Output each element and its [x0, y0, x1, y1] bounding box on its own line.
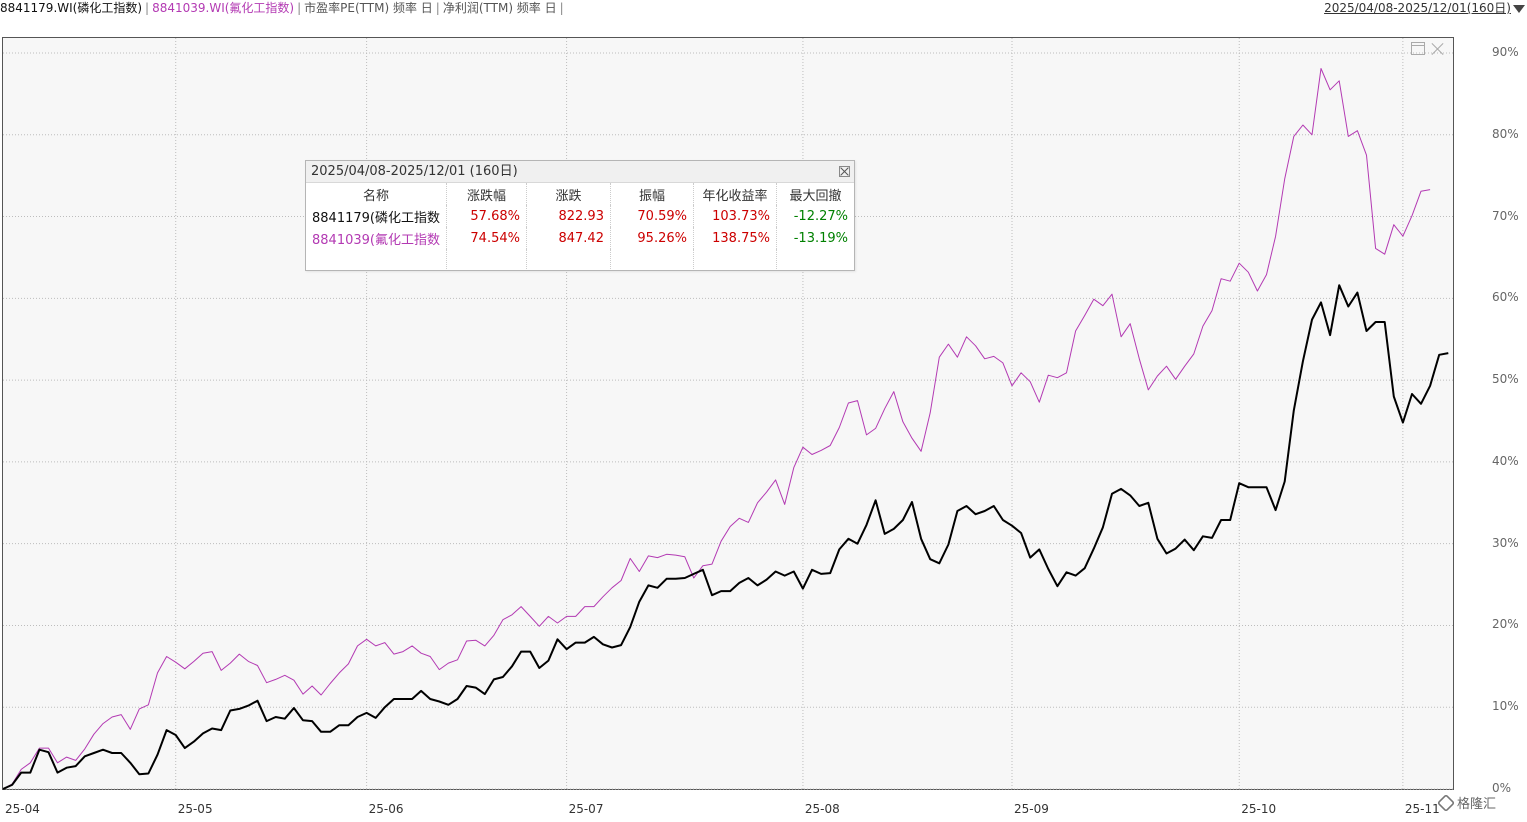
stats-header: 2025/04/08-2025/12/01 (160日): [306, 161, 854, 183]
legend-separator: |: [145, 1, 150, 15]
close-icon[interactable]: [1431, 42, 1445, 56]
row-name: 8841039(氟化工指数: [312, 232, 440, 248]
y-tick-label: 80%: [1492, 126, 1519, 141]
legend-bar: 8841179.WI(磷化工指数) | 8841039.WI(氟化工指数) | 市盈率P…: [0, 0, 1527, 17]
row-pct-change: 74.54%: [445, 227, 527, 249]
legend-separator: |: [435, 1, 440, 15]
stats-title: 2025/04/08-2025/12/01 (160日): [311, 164, 518, 179]
x-tick-label: 25-06: [368, 802, 404, 816]
col-annualized: 年化收益率: [692, 183, 777, 205]
row-max-drawdown: -12.27%: [775, 205, 854, 227]
col-amplitude: 振幅: [609, 183, 694, 205]
series-line-phosphorus-index[interactable]: [3, 284, 1449, 790]
col-name: 名称: [362, 188, 389, 204]
y-tick-label: 0%: [1492, 781, 1512, 795]
legend-series1[interactable]: 8841179.WI(磷化工指数): [0, 1, 143, 15]
y-tick-label: 50%: [1492, 372, 1519, 387]
row-annualized: 138.75%: [692, 227, 777, 249]
col-pct-change: 涨跌幅: [445, 183, 527, 205]
col-change: 涨跌: [525, 183, 611, 205]
x-tick-label: 25-11: [1404, 802, 1440, 816]
y-tick-label: 10%: [1492, 699, 1519, 714]
y-tick-label: 90%: [1492, 45, 1519, 59]
row-annualized: 103.73%: [692, 205, 777, 227]
row-amplitude: 70.59%: [609, 205, 694, 227]
legend-indicator-pe[interactable]: 市盈率PE(TTM) 频率 日: [304, 1, 433, 15]
col-max-drawdown: 最大回撤: [775, 183, 854, 205]
legend-separator: |: [297, 1, 302, 15]
row-name: 8841179(磷化工指数: [312, 210, 440, 226]
x-tick-label: 25-10: [1241, 802, 1277, 816]
x-tick-label: 25-05: [177, 802, 213, 816]
x-tick-label: 25-07: [568, 802, 604, 816]
legend-indicator-profit[interactable]: 净利润(TTM) 频率 日: [442, 1, 557, 15]
series-line-fluorine-index[interactable]: [3, 68, 1431, 790]
stats-close-icon[interactable]: [839, 166, 850, 177]
dropdown-arrow-icon[interactable]: [1513, 5, 1525, 13]
y-tick-label: 30%: [1492, 535, 1519, 550]
maximize-icon[interactable]: [1411, 42, 1425, 55]
line-chart: [3, 38, 1455, 791]
legend-series2[interactable]: 8841039.WI(氟化工指数): [152, 1, 295, 15]
stats-empty-row: [306, 249, 854, 269]
x-tick-label: 25-09: [1013, 802, 1049, 816]
row-max-drawdown: -13.19%: [775, 227, 854, 249]
legend-separator: |: [559, 1, 564, 15]
stats-row[interactable]: 8841039(氟化工指数 74.54% 847.42 95.26% 138.7…: [306, 227, 854, 249]
y-tick-label: 40%: [1492, 453, 1519, 468]
stats-table: 名称 涨跌幅 涨跌 振幅 年化收益率 最大回撤 8841179(磷化工指数 57…: [306, 183, 854, 269]
row-change: 822.93: [525, 205, 611, 227]
interval-stats-panel: 2025/04/08-2025/12/01 (160日) 名称 涨跌幅 涨跌 振…: [305, 160, 855, 271]
stats-header-row: 名称 涨跌幅 涨跌 振幅 年化收益率 最大回撤: [306, 183, 854, 205]
y-tick-label: 60%: [1492, 290, 1519, 305]
legend-items: 8841179.WI(磷化工指数) | 8841039.WI(氟化工指数) | 市盈率P…: [0, 0, 567, 17]
brand-logo-icon: [1436, 793, 1456, 812]
row-change: 847.42: [525, 227, 611, 249]
chart-plot-area[interactable]: [2, 37, 1455, 791]
stats-row[interactable]: 8841179(磷化工指数 57.68% 822.93 70.59% 103.7…: [306, 205, 854, 227]
x-tick-label: 25-08: [804, 802, 840, 816]
row-pct-change: 57.68%: [445, 205, 527, 227]
watermark-text: 格隆汇: [1457, 797, 1497, 812]
watermark: 格隆汇: [1436, 793, 1497, 812]
chart-corner-controls: [1411, 42, 1445, 56]
date-range-selector[interactable]: 2025/04/08-2025/12/01(160日): [1324, 1, 1511, 15]
row-amplitude: 95.26%: [609, 227, 694, 249]
y-tick-label: 20%: [1492, 617, 1519, 632]
y-tick-label: 70%: [1492, 208, 1519, 223]
x-tick-label: 25-04: [5, 802, 40, 816]
